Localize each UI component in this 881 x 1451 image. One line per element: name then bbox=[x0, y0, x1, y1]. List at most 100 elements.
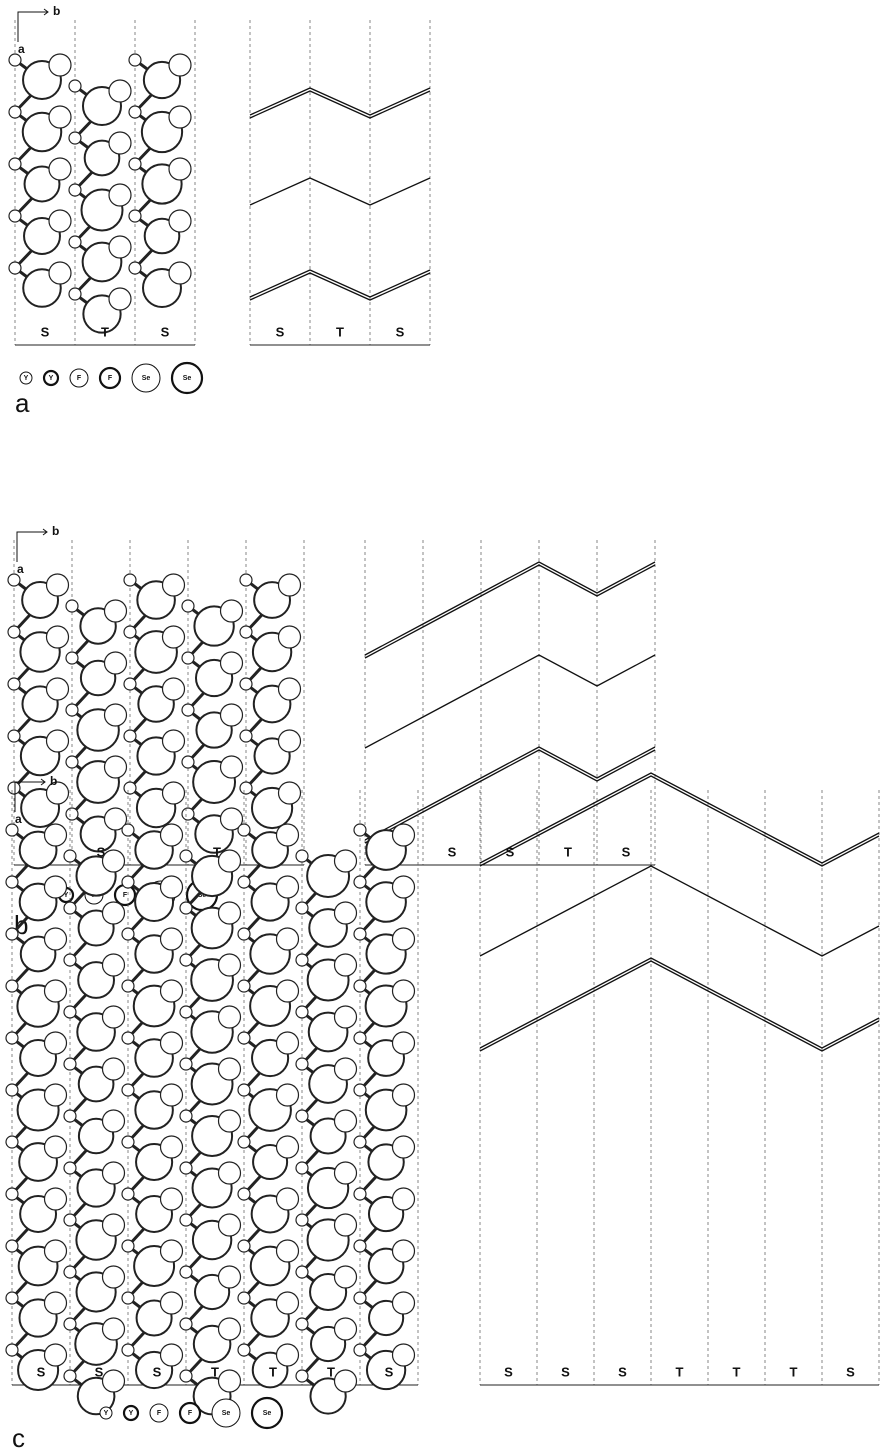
atom bbox=[103, 651, 128, 675]
legend-atom bbox=[211, 1398, 241, 1428]
atom bbox=[63, 849, 77, 863]
atom bbox=[161, 677, 186, 701]
slab-label: S bbox=[622, 844, 631, 859]
zigzag-line bbox=[479, 957, 880, 1049]
atom bbox=[103, 599, 128, 623]
atom bbox=[121, 979, 135, 993]
slab-label: S bbox=[506, 844, 515, 859]
atom bbox=[121, 823, 135, 837]
atom bbox=[179, 1265, 193, 1279]
legend-atom bbox=[42, 369, 60, 387]
atom bbox=[121, 875, 135, 889]
atom bbox=[237, 1343, 251, 1357]
atom bbox=[353, 979, 367, 993]
atom bbox=[181, 599, 195, 613]
atom bbox=[5, 1239, 19, 1253]
atom bbox=[295, 901, 309, 915]
atom bbox=[168, 53, 192, 77]
atom bbox=[121, 1135, 135, 1149]
atom bbox=[68, 131, 82, 145]
axis-label: b bbox=[50, 774, 57, 788]
legend-label: Se bbox=[198, 892, 207, 899]
atom bbox=[181, 651, 195, 665]
atom bbox=[391, 1239, 416, 1263]
zigzag-line bbox=[249, 90, 431, 119]
zigzag-line bbox=[364, 654, 656, 749]
atom bbox=[68, 183, 82, 197]
atom bbox=[295, 1369, 309, 1383]
atom bbox=[333, 1057, 358, 1081]
atom bbox=[159, 1031, 184, 1055]
legend-label: F bbox=[77, 375, 82, 382]
atom bbox=[63, 1005, 77, 1019]
legend-label: F bbox=[157, 1410, 162, 1417]
atom bbox=[391, 979, 416, 1003]
atom bbox=[5, 1135, 19, 1149]
atom bbox=[43, 927, 68, 951]
atom bbox=[275, 823, 300, 847]
atom bbox=[219, 807, 244, 831]
atom bbox=[275, 1239, 300, 1263]
axis-label: a bbox=[18, 42, 25, 56]
atom bbox=[65, 807, 79, 821]
atom bbox=[237, 1291, 251, 1305]
atom bbox=[353, 1187, 367, 1201]
atom bbox=[217, 1213, 242, 1237]
atom bbox=[5, 1187, 19, 1201]
legend-atom bbox=[99, 1406, 113, 1420]
atom bbox=[43, 979, 68, 1003]
legend-label: Y bbox=[129, 1410, 134, 1417]
atom bbox=[108, 183, 132, 207]
slab-label: S bbox=[276, 324, 285, 339]
atom bbox=[121, 927, 135, 941]
panel-label: c bbox=[12, 1423, 25, 1451]
atom bbox=[391, 875, 416, 899]
atom bbox=[295, 849, 309, 863]
zigzag-line bbox=[249, 177, 431, 206]
atom bbox=[159, 823, 184, 847]
slab-label: S bbox=[95, 1364, 104, 1379]
atom bbox=[237, 875, 251, 889]
atom bbox=[101, 1265, 126, 1289]
atom bbox=[219, 651, 244, 675]
atom bbox=[123, 729, 137, 743]
legend-label: Y bbox=[104, 1410, 109, 1417]
atom bbox=[63, 953, 77, 967]
atom bbox=[295, 1161, 309, 1175]
atom bbox=[168, 157, 192, 181]
atom bbox=[179, 1213, 193, 1227]
atom bbox=[219, 703, 244, 727]
atom bbox=[275, 1031, 300, 1055]
legend-atom bbox=[131, 363, 161, 393]
atom bbox=[237, 1135, 251, 1149]
atom bbox=[7, 625, 21, 639]
atom bbox=[277, 781, 302, 805]
atom bbox=[275, 979, 300, 1003]
atom bbox=[103, 755, 128, 779]
atom bbox=[237, 927, 251, 941]
atom bbox=[103, 703, 128, 727]
atom bbox=[65, 651, 79, 665]
slab-label: S bbox=[385, 1364, 394, 1379]
atom bbox=[128, 105, 142, 119]
atom bbox=[48, 157, 72, 181]
atom bbox=[168, 105, 192, 129]
atom bbox=[101, 901, 126, 925]
atom bbox=[159, 1291, 184, 1315]
atom bbox=[275, 1343, 300, 1367]
atom bbox=[48, 261, 72, 285]
atom bbox=[179, 1369, 193, 1383]
atom bbox=[353, 1083, 367, 1097]
atom bbox=[295, 1005, 309, 1019]
atom bbox=[7, 729, 21, 743]
atom bbox=[43, 1031, 68, 1055]
atom bbox=[101, 1369, 126, 1393]
atom bbox=[63, 1161, 77, 1175]
atom bbox=[239, 677, 253, 691]
atom bbox=[239, 729, 253, 743]
atom bbox=[217, 1005, 242, 1029]
slab-label: S bbox=[396, 324, 405, 339]
atom bbox=[237, 823, 251, 837]
atom bbox=[5, 1083, 19, 1097]
